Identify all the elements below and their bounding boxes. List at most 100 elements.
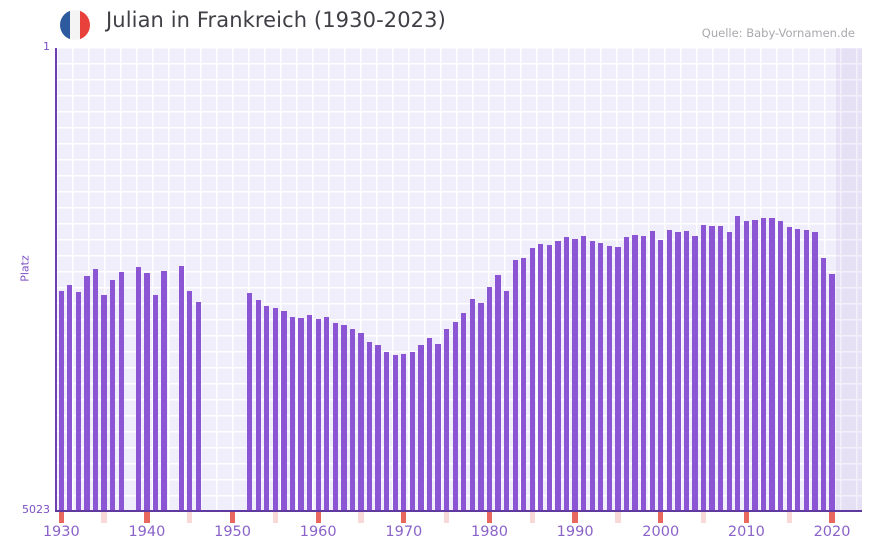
bar-1931[interactable]: [67, 285, 73, 510]
bar-2006[interactable]: [709, 226, 715, 510]
tick-marker-1960: [315, 512, 321, 523]
bar-1930[interactable]: [58, 290, 64, 510]
plot-area: [57, 48, 862, 510]
bar-1945[interactable]: [187, 290, 193, 510]
bar-1964[interactable]: [349, 328, 356, 510]
bar-1978[interactable]: [469, 299, 475, 510]
tick-marker-1945: [187, 512, 193, 523]
bar-1998[interactable]: [640, 235, 647, 510]
bar-1995[interactable]: [615, 246, 621, 510]
bar-1991[interactable]: [581, 235, 587, 510]
bar-2019[interactable]: [820, 257, 827, 510]
bar-2015[interactable]: [786, 227, 792, 510]
flag-stripe-blue: [60, 10, 70, 40]
bar-1967[interactable]: [375, 345, 381, 510]
bar-1935[interactable]: [101, 295, 107, 510]
bar-2012[interactable]: [760, 218, 767, 510]
bar-1993[interactable]: [598, 242, 604, 510]
bar-1939[interactable]: [135, 266, 141, 510]
bar-1957[interactable]: [289, 316, 296, 510]
bar-1944[interactable]: [178, 265, 184, 510]
tick-marker-1940: [144, 512, 150, 523]
x-axis-label-2010: 2010: [727, 524, 765, 540]
bar-1963[interactable]: [341, 324, 347, 510]
bar-1966[interactable]: [366, 342, 373, 510]
bar-1933[interactable]: [84, 276, 90, 510]
bar-1946[interactable]: [195, 301, 201, 510]
source-label: Quelle: Baby-Vornamen.de: [701, 26, 855, 40]
bar-2005[interactable]: [700, 225, 707, 510]
bar-2003[interactable]: [683, 230, 690, 510]
x-axis-label-2020: 2020: [813, 524, 851, 540]
bar-1983[interactable]: [512, 259, 518, 510]
bar-1973[interactable]: [426, 337, 433, 510]
bar-1937[interactable]: [118, 272, 124, 510]
x-axis-label-1950: 1950: [214, 524, 251, 540]
bar-1954[interactable]: [264, 305, 270, 510]
bar-1974[interactable]: [435, 344, 441, 510]
bar-1953[interactable]: [255, 299, 261, 510]
bar-1981[interactable]: [495, 275, 501, 510]
bar-1932[interactable]: [75, 291, 82, 510]
bar-1988[interactable]: [555, 241, 561, 510]
bar-1940[interactable]: [144, 273, 150, 510]
bar-2000[interactable]: [658, 240, 664, 510]
bar-2010[interactable]: [743, 220, 750, 510]
bar-1958[interactable]: [298, 318, 304, 510]
bar-1997[interactable]: [632, 234, 638, 510]
bar-2002[interactable]: [675, 231, 681, 510]
bar-1956[interactable]: [281, 311, 287, 510]
bar-2017[interactable]: [803, 230, 809, 510]
bar-1942[interactable]: [161, 270, 167, 510]
bar-1986[interactable]: [538, 243, 544, 510]
bar-1970[interactable]: [401, 354, 407, 510]
bar-1961[interactable]: [324, 317, 330, 510]
bar-1992[interactable]: [589, 241, 595, 510]
bar-2007[interactable]: [718, 226, 724, 510]
x-axis-labels: 1930 1940 1950 1960 1970 1980 1990 2000 2010 2020: [0, 524, 873, 548]
bar-1952[interactable]: [247, 292, 253, 510]
bar-1941[interactable]: [152, 295, 159, 510]
bar-1989[interactable]: [563, 237, 570, 510]
bar-1968[interactable]: [384, 352, 390, 510]
bar-1971[interactable]: [409, 352, 416, 510]
bar-1962[interactable]: [332, 322, 338, 510]
bar-1959[interactable]: [306, 314, 313, 510]
bar-2020[interactable]: [829, 274, 835, 510]
bar-1975[interactable]: [443, 328, 450, 510]
bar-2016[interactable]: [795, 229, 801, 510]
bar-1969[interactable]: [392, 355, 398, 510]
bar-1955[interactable]: [272, 308, 279, 510]
bar-1979[interactable]: [478, 302, 484, 510]
no-data-shaded-region: [836, 48, 862, 510]
bar-1960[interactable]: [315, 319, 321, 510]
bar-2009[interactable]: [735, 216, 741, 510]
bar-1980[interactable]: [486, 287, 493, 510]
bar-1934[interactable]: [92, 268, 99, 510]
bar-2004[interactable]: [692, 235, 698, 510]
bar-1965[interactable]: [358, 333, 364, 510]
bar-2001[interactable]: [666, 230, 672, 510]
bar-1994[interactable]: [606, 245, 612, 510]
bar-1984[interactable]: [521, 257, 527, 510]
bar-2018[interactable]: [812, 231, 818, 510]
bar-2013[interactable]: [769, 218, 775, 510]
tick-marker-2010: [743, 512, 750, 523]
bar-2011[interactable]: [752, 219, 758, 510]
decade-tick-markers: [57, 512, 862, 523]
y-axis-line: [55, 48, 57, 511]
bar-1990[interactable]: [572, 239, 578, 510]
bar-1977[interactable]: [461, 312, 467, 510]
bar-2014[interactable]: [777, 220, 784, 510]
bar-1999[interactable]: [649, 230, 655, 510]
bar-1936[interactable]: [110, 279, 116, 510]
x-axis-label-1970: 1970: [385, 524, 423, 540]
bar-1996[interactable]: [623, 236, 630, 510]
bar-1972[interactable]: [418, 345, 424, 510]
bar-2008[interactable]: [726, 231, 732, 510]
bar-1982[interactable]: [503, 290, 510, 510]
bar-1985[interactable]: [529, 248, 535, 510]
bar-1987[interactable]: [546, 244, 553, 510]
bar-1976[interactable]: [452, 322, 458, 510]
